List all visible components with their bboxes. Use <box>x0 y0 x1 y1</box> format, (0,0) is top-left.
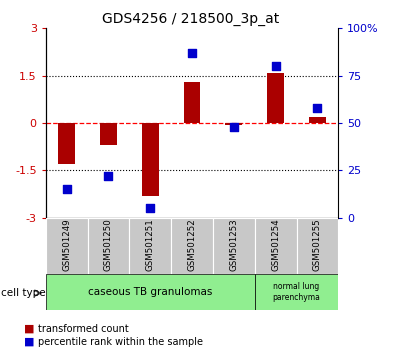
Bar <box>255 218 297 274</box>
Text: GSM501255: GSM501255 <box>313 218 322 271</box>
Point <box>272 63 279 69</box>
Bar <box>59 123 75 164</box>
Bar <box>309 117 326 123</box>
Point <box>314 105 321 111</box>
Bar <box>129 218 171 274</box>
Text: cell type: cell type <box>1 288 46 298</box>
Point <box>231 124 237 130</box>
Text: transformed count: transformed count <box>38 324 129 333</box>
Bar <box>171 218 213 274</box>
Text: GSM501252: GSM501252 <box>187 218 197 271</box>
Point <box>105 173 111 179</box>
Text: caseous TB granulomas: caseous TB granulomas <box>88 287 213 297</box>
Text: GSM501254: GSM501254 <box>271 218 280 271</box>
Bar <box>297 218 338 274</box>
Bar <box>225 123 242 125</box>
Point <box>189 50 195 56</box>
Point <box>64 187 70 192</box>
Bar <box>213 218 255 274</box>
Text: GDS4256 / 218500_3p_at: GDS4256 / 218500_3p_at <box>102 12 280 27</box>
Bar <box>46 218 88 274</box>
Point <box>147 205 154 211</box>
Text: GSM501251: GSM501251 <box>146 218 155 271</box>
Text: GSM501250: GSM501250 <box>104 218 113 271</box>
Bar <box>255 274 338 310</box>
Bar <box>183 82 201 123</box>
Text: normal lung
parenchyma: normal lung parenchyma <box>273 282 320 302</box>
Text: ■: ■ <box>24 324 34 333</box>
Bar <box>46 274 255 310</box>
Bar <box>88 218 129 274</box>
Text: ■: ■ <box>24 337 34 347</box>
Text: percentile rank within the sample: percentile rank within the sample <box>38 337 203 347</box>
Text: GSM501253: GSM501253 <box>229 218 238 271</box>
Bar <box>142 123 158 196</box>
Text: GSM501249: GSM501249 <box>62 218 71 271</box>
Bar <box>100 123 117 145</box>
Bar <box>267 73 284 123</box>
